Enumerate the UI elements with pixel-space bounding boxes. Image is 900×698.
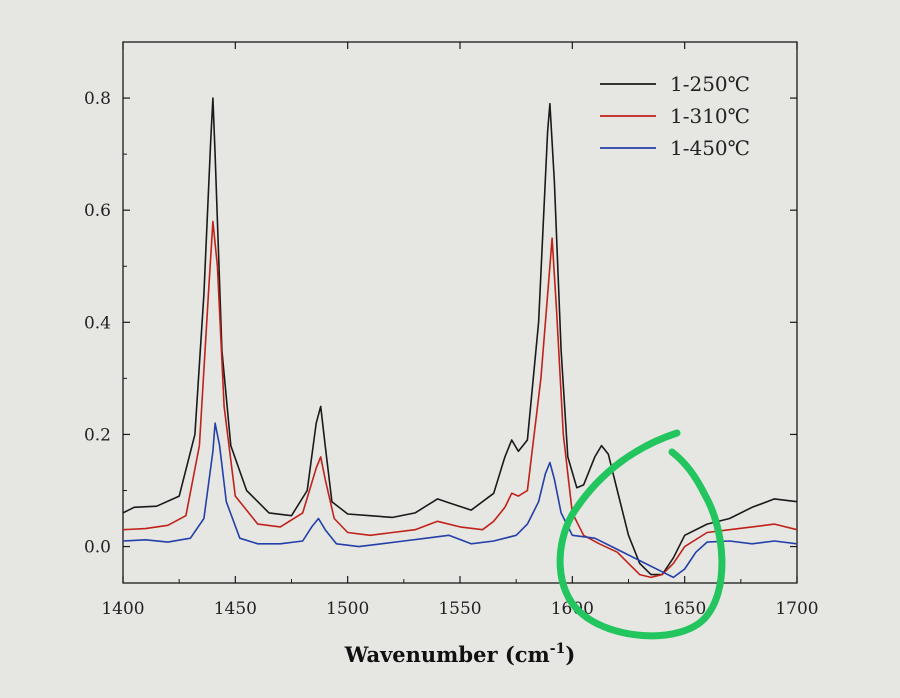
y-tick-label: 0.0 [84, 538, 111, 558]
series-line [122, 97, 798, 576]
series-line [122, 220, 798, 579]
x-tick-label: 1400 [101, 599, 144, 619]
y-tick-label: 0.8 [84, 89, 111, 109]
x-tick-label: 1700 [775, 599, 818, 619]
x-axis-title-superscript: -1 [550, 641, 566, 657]
series-line [122, 422, 798, 579]
x-tick-label: 1500 [326, 599, 369, 619]
legend-label: 1-250℃ [670, 72, 750, 96]
y-tick-label: 0.4 [84, 313, 111, 333]
annotation-circle-hand-drawn [556, 429, 726, 640]
legend: 1-250℃ 1-310℃ 1-450℃ [600, 72, 750, 160]
series-lines [122, 97, 798, 579]
y-tick-label: 0.2 [84, 425, 111, 445]
legend-label: 1-450℃ [670, 136, 750, 160]
x-tick-label: 1550 [438, 599, 481, 619]
x-axis-title-close: ) [565, 642, 575, 667]
legend-label: 1-310℃ [670, 104, 750, 128]
x-tick-label: 1450 [214, 599, 257, 619]
x-axis-title: Wavenumber (cm-1) [344, 641, 576, 667]
x-axis-title-main: Wavenumber (cm [344, 642, 550, 667]
y-tick-label: 0.6 [84, 201, 111, 221]
x-tick-label: 1650 [663, 599, 706, 619]
